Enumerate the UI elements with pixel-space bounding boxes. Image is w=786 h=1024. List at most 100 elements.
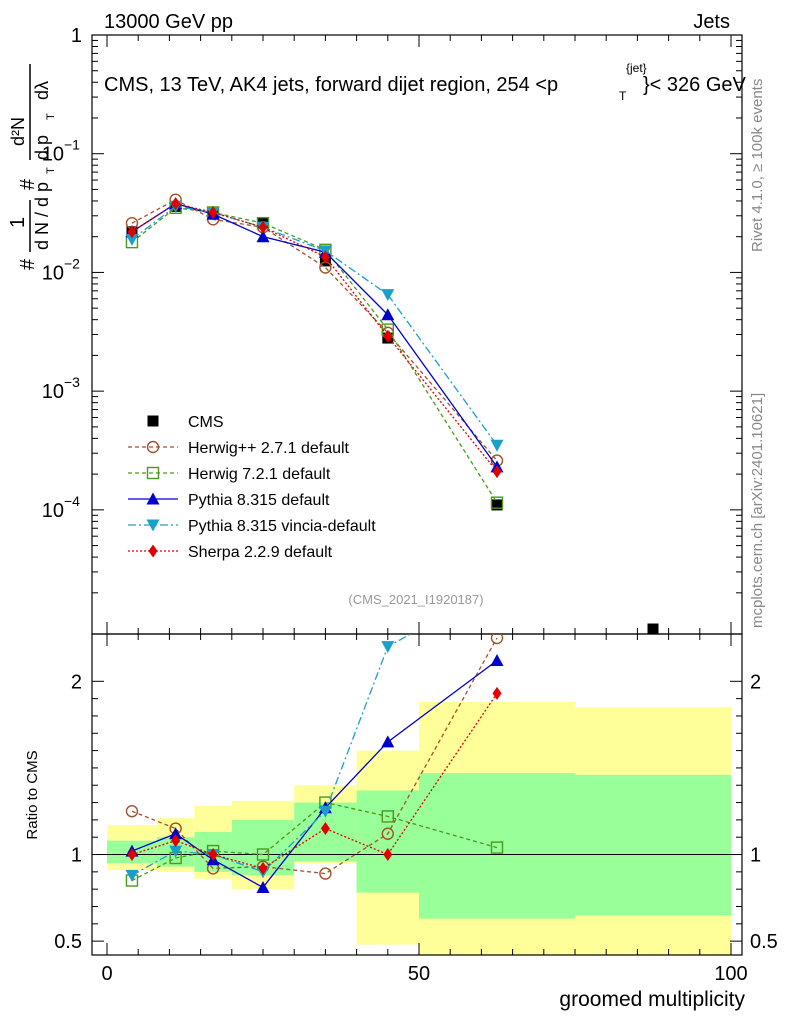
top-tick-label: 10	[42, 381, 64, 403]
ratio-tick-label: 0.5	[54, 931, 82, 953]
analysis-tag: (CMS_2021_I1920187)	[348, 592, 483, 607]
sherpa-2-2-9-default-ratio-point	[208, 848, 218, 862]
ylabel-T2: T	[45, 113, 57, 120]
ratio-tick-label: 1	[71, 845, 82, 867]
ylabel-one: 1	[7, 217, 29, 228]
legend: CMS Herwig++ 2.7.1 default Herwig 7.2.1 de…	[128, 414, 376, 561]
ylabel-frac-hash: #	[17, 178, 39, 190]
legend-marker	[147, 415, 159, 427]
pythia-8-315-vincia-default-ratio-point	[169, 845, 183, 858]
legend-marker	[146, 492, 160, 505]
top-tick-exponent: −3	[64, 374, 80, 390]
rivet-label: Rivet 4.1.0, ≥ 100k events	[749, 79, 766, 252]
herwig-7-2-1-default-ratio-point	[256, 848, 270, 861]
ratio-y-label: Ratio to CMS	[24, 750, 41, 839]
title-subscript: T	[619, 89, 627, 103]
top-tick-label: 10	[42, 144, 64, 166]
ylabel-T: T	[45, 167, 57, 174]
green-band-bin-6	[419, 773, 575, 919]
green-band-bin-7	[575, 774, 731, 916]
sherpa-2-2-9-default-point	[320, 250, 330, 264]
top-tick-exponent: −4	[64, 493, 80, 509]
legend-label: Pythia 8.315 default	[188, 492, 330, 509]
header-left: 13000 GeV pp	[104, 11, 233, 33]
pythia-8-315-vincia-default-point	[381, 289, 395, 302]
pythia-8-315-default-ratio-point	[256, 880, 270, 893]
top-tick-exponent: −2	[64, 255, 80, 271]
x-tick-label: 50	[408, 963, 430, 985]
y-axis-label: # 1 d N / d p T # d²N d p T dλ	[7, 64, 57, 270]
legend-entry-3: Pythia 8.315 default	[128, 492, 330, 509]
sherpa-2-2-9-default-ratio-point	[258, 861, 268, 875]
sherpa-2-2-9-default-ratio-point	[320, 822, 330, 836]
top-tick-label: 10	[42, 262, 64, 284]
ylabel-dN: d N / d p	[32, 182, 52, 250]
pythia-8-315-default-point	[381, 308, 395, 321]
title-superscript: {jet}	[626, 61, 647, 75]
sherpa-2-2-9-default-point	[127, 225, 137, 239]
x-tick-label: 0	[101, 963, 112, 985]
ratio-tick-label: 2	[71, 671, 82, 693]
series-5	[127, 197, 502, 875]
cms-data-point	[647, 623, 659, 635]
legend-label: Herwig 7.2.1 default	[188, 466, 331, 483]
sherpa-2-2-9-default-point	[208, 205, 218, 219]
header-right: Jets	[693, 11, 730, 33]
herwig-7-2-1-default-ratio-point	[381, 810, 394, 823]
herwig-7-2-1-default-ratio-line	[131, 801, 498, 882]
top-tick-label: 10	[42, 500, 64, 522]
series-layer	[125, 193, 659, 893]
legend-entry-1: Herwig++ 2.7.1 default	[128, 440, 350, 457]
pythia-8-315-vincia-default-ratio-point	[318, 805, 332, 818]
green-band-bin-5	[356, 790, 419, 893]
herwig-7-2-1-default-point	[490, 496, 504, 509]
pythia-8-315-vincia-default-line	[131, 205, 498, 446]
pythia-8-315-vincia-default-ratio-point	[125, 869, 139, 882]
herwig-7-2-1-default-line	[131, 207, 498, 503]
sherpa-2-2-9-default-ratio-point	[171, 834, 181, 848]
x-axis-label: groomed multiplicity	[559, 988, 745, 1011]
ratio-tick-label-right: 0.5	[750, 931, 778, 953]
sherpa-2-2-9-default-ratio-point	[383, 848, 393, 862]
pythia-8-315-vincia-default-point	[490, 439, 504, 452]
herwig-2-7-1-default-ratio-point	[381, 827, 394, 840]
ylabel-dpT: d p	[32, 135, 52, 160]
legend-marker	[146, 440, 160, 454]
ratio-uncertainty-bands	[107, 702, 731, 955]
legend-entry-0: CMS	[147, 414, 224, 431]
herwig-2-7-1-default-ratio-point	[125, 805, 139, 818]
sherpa-2-2-9-default-line	[131, 202, 498, 473]
plot-title: CMS, 13 TeV, AK4 jets, forward dijet reg…	[104, 74, 558, 96]
sherpa-2-2-9-default-ratio	[127, 686, 502, 875]
cms-data-point	[491, 499, 503, 511]
top-tick-exponent: −1	[64, 137, 80, 153]
pythia-8-315-default-point	[256, 230, 270, 243]
mcplots-label: mcplots.cern.ch [arXiv:2401.10621]	[749, 393, 766, 628]
herwig-7-2-1-default-ratio-point	[490, 841, 504, 854]
sherpa-2-2-9-default-ratio-point	[127, 848, 137, 862]
legend-marker	[148, 544, 158, 558]
herwig-2-7-1-default-ratio-point	[319, 867, 332, 880]
herwig-2-7-1-default-ratio-point	[490, 634, 504, 645]
legend-marker	[146, 519, 160, 532]
top-tick-label: 1	[71, 25, 82, 47]
legend-entry-5: Sherpa 2.2.9 default	[128, 544, 333, 561]
pythia-8-315-default-ratio-point	[169, 827, 183, 840]
pythia-8-315-default-ratio-point	[490, 654, 504, 667]
sherpa-2-2-9-default-ratio-point	[492, 686, 502, 700]
pythia-8-315-default-line	[131, 202, 498, 468]
ylabel-d2N: d²N	[8, 117, 28, 146]
legend-label: CMS	[188, 414, 224, 431]
x-tick-label: 100	[714, 963, 747, 985]
sherpa-2-2-9-default-point	[258, 220, 268, 234]
ylabel-dlambda: dλ	[32, 81, 52, 100]
pythia-8-315-vincia-default-point	[125, 233, 139, 246]
legend-label: Sherpa 2.2.9 default	[188, 544, 333, 561]
title-end: }< 326 GeV	[643, 74, 747, 96]
sherpa-2-2-9-default-point	[383, 329, 393, 343]
legend-label: Herwig++ 2.7.1 default	[188, 440, 350, 457]
sherpa-2-2-9-default-point	[492, 465, 502, 479]
legend-entry-4: Pythia 8.315 vincia-default	[128, 518, 376, 535]
